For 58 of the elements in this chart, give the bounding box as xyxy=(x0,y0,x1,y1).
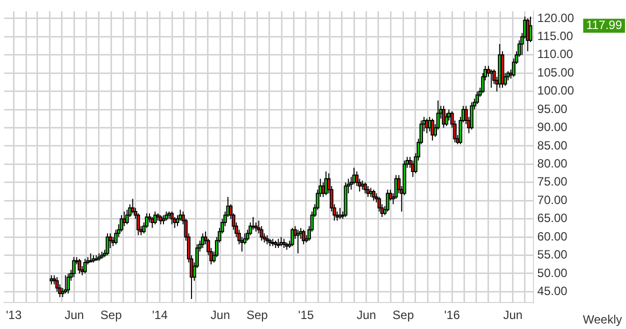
x-tick-label: Jun xyxy=(356,308,376,322)
candlestick xyxy=(164,211,168,222)
y-tick-label: 45.00 xyxy=(537,284,568,298)
x-tick-label: Sep xyxy=(100,308,122,322)
y-tick-label: 80.00 xyxy=(537,156,568,170)
candlestick xyxy=(72,256,76,278)
y-tick-label: 120.00 xyxy=(537,10,574,25)
text: Weekly xyxy=(582,312,622,326)
candlestick xyxy=(282,238,286,248)
y-tick-label: 115.00 xyxy=(537,29,574,44)
y-tick-label: 70.00 xyxy=(537,192,568,207)
y-tick-label: 110.00 xyxy=(537,47,574,62)
y-tick-label: 65.00 xyxy=(537,211,568,226)
candlestick xyxy=(528,16,532,43)
y-tick-label: 90.00 xyxy=(537,120,568,134)
candlestick xyxy=(200,232,204,248)
x-tick-label: Jun xyxy=(64,308,84,322)
y-tick-label: 105.00 xyxy=(537,65,574,80)
candlestick xyxy=(372,189,376,202)
candlestick xyxy=(470,102,474,130)
candlestick xyxy=(444,112,448,126)
candlestick xyxy=(296,229,300,254)
x-tick-label: '13 xyxy=(6,308,22,322)
x-tick-label: Jun xyxy=(210,308,230,322)
x-tick-label: '16 xyxy=(444,308,460,322)
candlestick xyxy=(66,272,70,294)
y-tick-label: 85.00 xyxy=(537,138,568,152)
x-tick-label: Sep xyxy=(246,308,268,322)
x-tick-label: Sep xyxy=(392,308,414,322)
candlestick xyxy=(360,180,364,190)
candlestick xyxy=(366,186,370,198)
y-tick-label: 50.00 xyxy=(537,266,568,280)
x-tick-label: '14 xyxy=(152,308,168,322)
candlestick xyxy=(363,182,367,194)
candlestick xyxy=(276,238,280,248)
y-tick-label: 100.00 xyxy=(537,84,574,98)
candlestick xyxy=(88,252,92,264)
candlestick xyxy=(324,170,328,196)
x-tick-label: Jun xyxy=(503,308,523,322)
y-tick-label: 95.00 xyxy=(537,102,568,116)
y-tick-label: 55.00 xyxy=(537,248,568,262)
candlestick xyxy=(425,118,429,134)
candlestick xyxy=(430,118,434,142)
candlestick xyxy=(106,232,110,256)
candlestick xyxy=(153,211,157,225)
candlestick xyxy=(64,274,68,294)
x-tick-label: '15 xyxy=(298,308,314,322)
candlestick xyxy=(369,187,373,198)
y-tick-label: 75.00 xyxy=(537,174,568,189)
candlestick xyxy=(170,211,174,225)
y-tick-label: 60.00 xyxy=(537,229,568,244)
text: 117.99 xyxy=(586,18,622,32)
candlestick xyxy=(78,258,82,274)
candlestick xyxy=(162,214,166,225)
candlestick xyxy=(83,258,87,274)
candlestick xyxy=(338,207,342,220)
candlestick xyxy=(302,229,306,245)
candlestick xyxy=(290,227,294,247)
